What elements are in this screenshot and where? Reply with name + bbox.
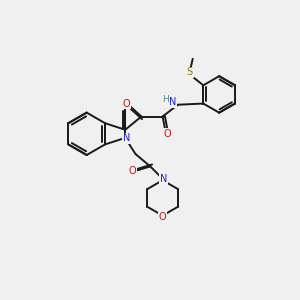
Text: N: N xyxy=(160,174,167,184)
Text: O: O xyxy=(164,129,171,139)
Text: H: H xyxy=(162,95,169,104)
Text: O: O xyxy=(129,167,136,176)
Text: S: S xyxy=(187,67,193,77)
Text: N: N xyxy=(123,134,130,143)
Text: N: N xyxy=(169,98,176,107)
Text: O: O xyxy=(123,99,130,109)
Text: O: O xyxy=(159,212,167,222)
